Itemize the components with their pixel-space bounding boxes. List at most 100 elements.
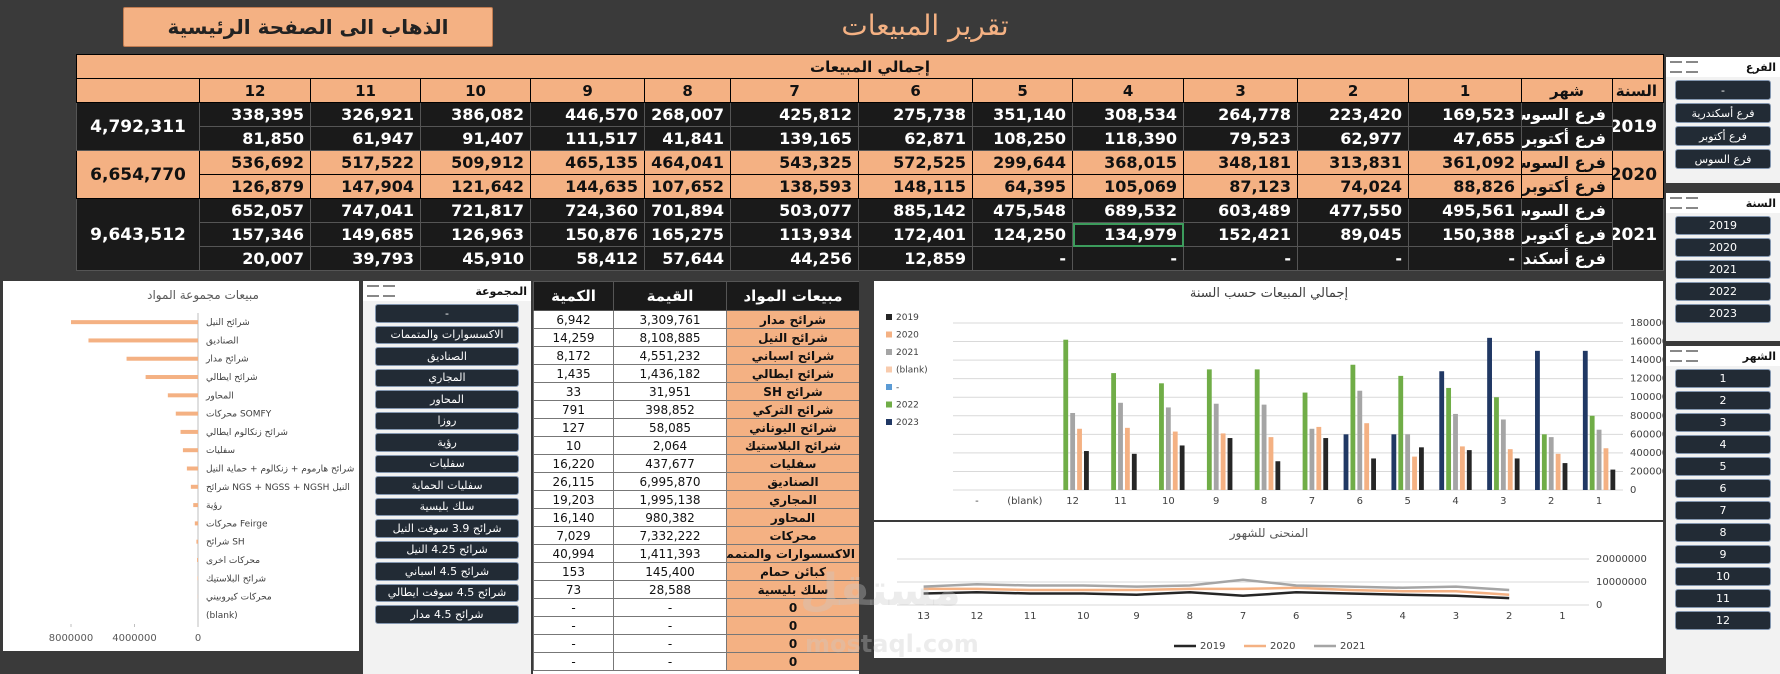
material-name: شرائح اسباني (726, 346, 859, 365)
slicer-item[interactable]: 2 (1675, 391, 1771, 410)
material-name: 0 (726, 616, 859, 635)
material-value: - (613, 598, 727, 617)
slicer-item[interactable]: 1 (1675, 369, 1771, 388)
slicer-title: السنة (1745, 196, 1776, 210)
slicer-item[interactable]: 4 (1675, 435, 1771, 454)
slicer-item[interactable]: 2021 (1675, 260, 1771, 279)
bar (1610, 469, 1616, 490)
slicer-item[interactable]: فرع أكتوبر (1675, 126, 1771, 146)
slicer-item[interactable]: الاكسسوارات والمتممات (375, 325, 519, 344)
material-value: 14,259 (533, 328, 614, 347)
data-row: كبائن حمام 145,400 153 (533, 562, 859, 581)
multi-select-icon[interactable] (383, 285, 395, 297)
value-cell: 464,041 (644, 150, 732, 175)
category-label: شرائح NGS + NGSS + NGSH النيل (206, 483, 350, 493)
material-value: 73 (533, 580, 614, 599)
slicer-item[interactable]: شرائح 3.9 سوفت النيل (375, 519, 519, 538)
slicer-item[interactable]: 3 (1675, 413, 1771, 432)
bar (196, 539, 198, 544)
slicer-item[interactable]: 8 (1675, 523, 1771, 542)
legend-swatch (886, 419, 892, 425)
multi-select-icon[interactable] (1686, 61, 1698, 73)
bar (126, 356, 198, 361)
home-button[interactable]: الذهاب الى الصفحة الرئيسية (123, 7, 493, 47)
slicer-item[interactable]: شرائح 4.5 مدار (375, 605, 519, 624)
slicer-item[interactable]: 11 (1675, 589, 1771, 608)
bar (1227, 438, 1233, 490)
bar (1589, 415, 1595, 490)
slicer-item[interactable]: 2023 (1675, 304, 1771, 323)
bar (193, 503, 198, 508)
x-tick-label: (blank) (1007, 496, 1042, 507)
material-name: الاكسسوارات والمتممات (726, 544, 859, 563)
material-value: 26,115 (533, 472, 614, 491)
slicer-item[interactable]: 2020 (1675, 238, 1771, 257)
slicer-item[interactable]: رؤية (375, 433, 519, 452)
value-cell: 89,045 (1297, 222, 1410, 247)
value-cell: 126,963 (420, 222, 532, 247)
legend-swatch (886, 331, 892, 338)
slicer-item[interactable]: شرائح 4.5 سوفت ايطالي (375, 583, 519, 602)
data-row: 0-- (533, 616, 859, 635)
value-cell: 326,921 (310, 102, 422, 127)
slicer-item[interactable]: 5 (1675, 457, 1771, 476)
slicer-item[interactable]: روزا (375, 411, 519, 430)
x-tick-label: 3 (1500, 496, 1506, 507)
bar (194, 521, 198, 526)
slicer-item[interactable]: 6 (1675, 479, 1771, 498)
x-tick-label: 5 (1346, 611, 1352, 622)
x-tick-label: 8 (1187, 611, 1193, 622)
slicer-item[interactable]: سلك بليسية (375, 497, 519, 516)
material-value: 7,029 (533, 526, 614, 545)
slicer-item[interactable]: 12 (1675, 611, 1771, 630)
slicer-item[interactable]: شرائح 4.25 النيل (375, 540, 519, 559)
x-tick-label: 0 (195, 633, 201, 644)
slicer-item[interactable]: 2019 (1675, 216, 1771, 235)
bar (1063, 339, 1069, 490)
value-cell: 138,593 (730, 174, 860, 199)
data-row: شرائح ايطالي 1,436,182 1,435 (533, 364, 859, 383)
bar (1118, 402, 1123, 490)
slicer-item[interactable]: فرع السوس (1675, 149, 1771, 169)
value-cell: 61,947 (310, 126, 422, 151)
value-cell: 313,831 (1297, 150, 1410, 175)
slicer-item[interactable]: الصناديق (375, 347, 519, 366)
slicer-item[interactable]: 9 (1675, 545, 1771, 564)
branch-cell: فرع أكتوبر (1521, 174, 1614, 199)
slicer-item[interactable]: فرع أسكندرية (1675, 103, 1771, 123)
clear-filter-icon[interactable] (1670, 197, 1682, 209)
x-tick-label: 12 (970, 611, 983, 622)
slicer-item[interactable]: 7 (1675, 501, 1771, 520)
material-value: 398,852 (613, 400, 727, 419)
clear-filter-icon[interactable] (1670, 350, 1682, 362)
bar (1398, 375, 1404, 490)
slicer-item[interactable]: سفليات (375, 454, 519, 473)
multi-select-icon[interactable] (1686, 350, 1698, 362)
value-cell: 275,738 (858, 102, 974, 127)
bar (1514, 458, 1520, 490)
value-cell: 747,041 (310, 198, 422, 223)
slicer-item[interactable]: 2022 (1675, 282, 1771, 301)
bar (1582, 350, 1588, 490)
slicer-item[interactable]: المجاري (375, 368, 519, 387)
slicer-item[interactable]: - (1675, 80, 1771, 100)
slicer-item[interactable]: 10 (1675, 567, 1771, 586)
value-cell: 41,841 (644, 126, 732, 151)
multi-select-icon[interactable] (1686, 197, 1698, 209)
value-cell: 108,250 (972, 126, 1074, 151)
slicer-item[interactable]: سفليات الحماية (375, 476, 519, 495)
value-cell: 465,135 (530, 150, 646, 175)
legend-label: 2022 (896, 401, 919, 411)
column-header: السنة (1612, 78, 1665, 103)
value-cell: 299,644 (972, 150, 1074, 175)
clear-filter-icon[interactable] (367, 285, 379, 297)
legend-label: 2019 (896, 313, 919, 323)
slicer-item[interactable]: المحاور (375, 390, 519, 409)
x-tick-label: 11 (1024, 611, 1037, 622)
y-tick-label: 20000000 (1596, 554, 1647, 565)
bar (182, 448, 198, 453)
clear-filter-icon[interactable] (1670, 61, 1682, 73)
slicer-item[interactable]: - (375, 304, 519, 323)
material-name: شرائح SH (726, 382, 859, 401)
slicer-item[interactable]: شرائح 4.5 اسباني (375, 562, 519, 581)
